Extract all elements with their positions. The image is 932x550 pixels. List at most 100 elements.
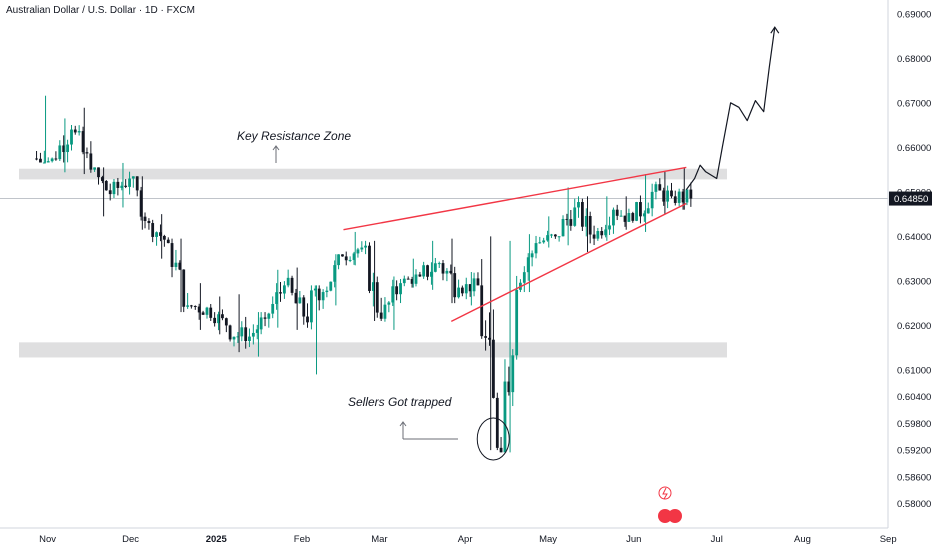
candle-body bbox=[263, 317, 267, 319]
candle bbox=[573, 198, 577, 227]
candle bbox=[131, 176, 135, 188]
candle bbox=[476, 272, 480, 286]
candle bbox=[627, 208, 631, 222]
candle-body bbox=[406, 278, 410, 280]
candle-body bbox=[108, 190, 112, 195]
candle-body bbox=[511, 355, 515, 393]
candle-body bbox=[93, 167, 97, 170]
candle-body bbox=[619, 215, 623, 217]
candle bbox=[460, 285, 464, 297]
candle bbox=[642, 210, 646, 222]
x-tick-label: Jul bbox=[711, 534, 723, 545]
candle-body bbox=[251, 332, 255, 337]
candle bbox=[70, 125, 73, 151]
candle bbox=[77, 125, 81, 136]
candle bbox=[654, 181, 658, 200]
y-tick-label: 0.58000 bbox=[897, 499, 931, 510]
candle-body bbox=[499, 447, 503, 453]
candle-body bbox=[608, 225, 611, 230]
candle-body bbox=[387, 302, 391, 305]
candle bbox=[221, 309, 224, 321]
candle bbox=[344, 251, 348, 266]
candle bbox=[600, 227, 604, 239]
candle-body bbox=[189, 305, 193, 307]
candle-body bbox=[178, 262, 182, 270]
candle-body bbox=[522, 272, 526, 283]
candle bbox=[515, 275, 519, 360]
candle-body bbox=[182, 269, 186, 307]
candle-body bbox=[557, 236, 561, 238]
candle-body bbox=[472, 278, 476, 292]
candle-body bbox=[135, 176, 139, 191]
candle-body bbox=[596, 231, 600, 239]
candle bbox=[681, 188, 685, 210]
candle-body bbox=[507, 381, 511, 393]
candle-body bbox=[151, 223, 155, 237]
candle bbox=[205, 306, 209, 319]
candle-body bbox=[612, 209, 615, 226]
candle-body bbox=[422, 265, 426, 277]
candle bbox=[430, 262, 433, 285]
candle bbox=[143, 212, 147, 229]
candle bbox=[189, 304, 193, 309]
candle bbox=[561, 215, 565, 237]
candle bbox=[584, 208, 588, 237]
candle bbox=[437, 261, 441, 268]
candle bbox=[337, 254, 340, 270]
candle bbox=[248, 328, 251, 348]
candle-body bbox=[89, 153, 93, 170]
candle-body bbox=[97, 167, 100, 178]
candle bbox=[283, 281, 286, 299]
candle-body bbox=[650, 191, 654, 209]
candle bbox=[387, 301, 391, 313]
candle-body bbox=[329, 281, 333, 291]
zone-1 bbox=[19, 342, 727, 358]
candle bbox=[73, 125, 77, 135]
candle-body bbox=[344, 256, 348, 261]
candle bbox=[251, 324, 255, 345]
candle bbox=[526, 253, 530, 281]
candle bbox=[139, 186, 143, 221]
candle bbox=[623, 215, 627, 227]
candle bbox=[445, 268, 449, 282]
candle-body bbox=[143, 216, 147, 221]
candle-body bbox=[437, 263, 441, 265]
candle bbox=[93, 167, 97, 172]
candle bbox=[371, 272, 375, 307]
candle bbox=[608, 216, 611, 236]
y-tick-label: 0.64000 bbox=[897, 232, 931, 243]
candle-body bbox=[271, 303, 275, 314]
candle-body bbox=[283, 285, 286, 294]
candle-body bbox=[104, 180, 108, 191]
candle bbox=[50, 157, 54, 163]
candle bbox=[58, 140, 62, 162]
candle-body bbox=[484, 336, 488, 338]
lightning-icon bbox=[662, 487, 668, 500]
event-icon bbox=[658, 486, 672, 500]
y-tick-label: 0.59800 bbox=[897, 419, 931, 430]
candle bbox=[677, 188, 681, 207]
candle bbox=[217, 311, 220, 331]
candle bbox=[472, 272, 476, 297]
candle-body bbox=[116, 181, 120, 188]
candle-body bbox=[58, 145, 62, 160]
candle-body bbox=[430, 271, 433, 277]
candle bbox=[418, 271, 422, 277]
candle-body bbox=[228, 325, 232, 340]
candle bbox=[426, 264, 429, 281]
candle-body bbox=[39, 158, 42, 163]
candle-body bbox=[286, 277, 290, 286]
candle bbox=[54, 151, 58, 161]
candle-body bbox=[399, 283, 402, 295]
candle-body bbox=[298, 297, 302, 304]
candle-body bbox=[120, 185, 124, 188]
candle bbox=[174, 249, 178, 271]
candle bbox=[244, 316, 248, 349]
candle-body bbox=[147, 220, 151, 224]
trendline-1 bbox=[450, 202, 687, 323]
candle bbox=[484, 320, 488, 351]
candle-body bbox=[673, 196, 677, 203]
candle-body bbox=[418, 274, 422, 277]
candle bbox=[62, 135, 66, 163]
